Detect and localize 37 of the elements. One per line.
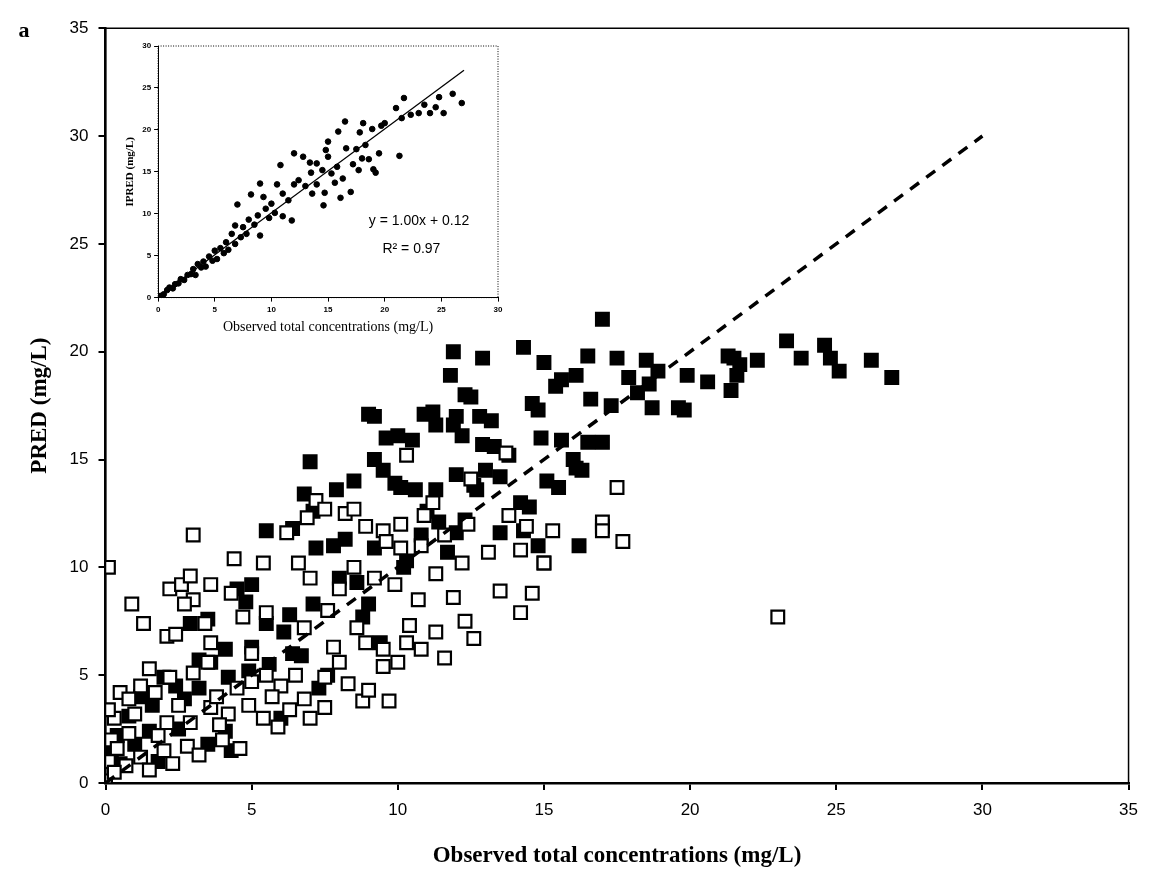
- x-tick-label: 0: [155, 304, 161, 314]
- y-tick-label: 0: [146, 292, 152, 302]
- y-tick-label: 25: [69, 233, 89, 253]
- y-axis-title: IPRED (mg/L): [123, 136, 137, 207]
- y-tick-label: 15: [142, 167, 152, 176]
- x-tick-label: 10: [388, 799, 408, 819]
- x-tick-label: 5: [212, 304, 218, 314]
- y-tick-label: 5: [79, 664, 89, 684]
- x-tick-label: 25: [436, 304, 447, 314]
- y-axis-title: PRED (mg/L): [25, 337, 51, 474]
- x-axis-title: Observed total concentrations (mg/L): [222, 319, 434, 336]
- x-tick-label: 30: [493, 304, 503, 314]
- y-tick-label: 15: [69, 449, 89, 469]
- x-tick-label: 35: [1119, 799, 1139, 819]
- text: a: [18, 17, 30, 43]
- y-tick-label: 5: [146, 250, 152, 260]
- y-tick-label: 30: [69, 125, 89, 145]
- annotation: R² = 0.97: [382, 240, 441, 257]
- x-tick-label: 15: [323, 304, 334, 314]
- x-tick-label: 10: [266, 304, 277, 314]
- x-tick-label: 5: [246, 799, 257, 819]
- x-tick-label: 0: [100, 799, 111, 819]
- y-tick-label: 30: [142, 41, 152, 51]
- y-tick-label: 20: [69, 341, 89, 361]
- x-tick-label: 20: [680, 799, 700, 819]
- y-tick-label: 20: [142, 125, 152, 135]
- x-tick-label: 15: [534, 799, 554, 819]
- x-axis-title: Observed total concentrations (mg/L): [432, 842, 802, 868]
- y-tick-label: 25: [142, 83, 152, 93]
- y-tick-label: 0: [79, 772, 89, 792]
- x-tick-label: 25: [826, 799, 846, 819]
- y-tick-label: 35: [69, 17, 89, 37]
- annotation: y = 1.00x + 0.12: [368, 212, 470, 229]
- y-tick-label: 10: [69, 557, 89, 577]
- x-tick-label: 30: [972, 799, 992, 819]
- x-tick-label: 20: [380, 304, 390, 314]
- y-tick-label: 10: [142, 208, 152, 218]
